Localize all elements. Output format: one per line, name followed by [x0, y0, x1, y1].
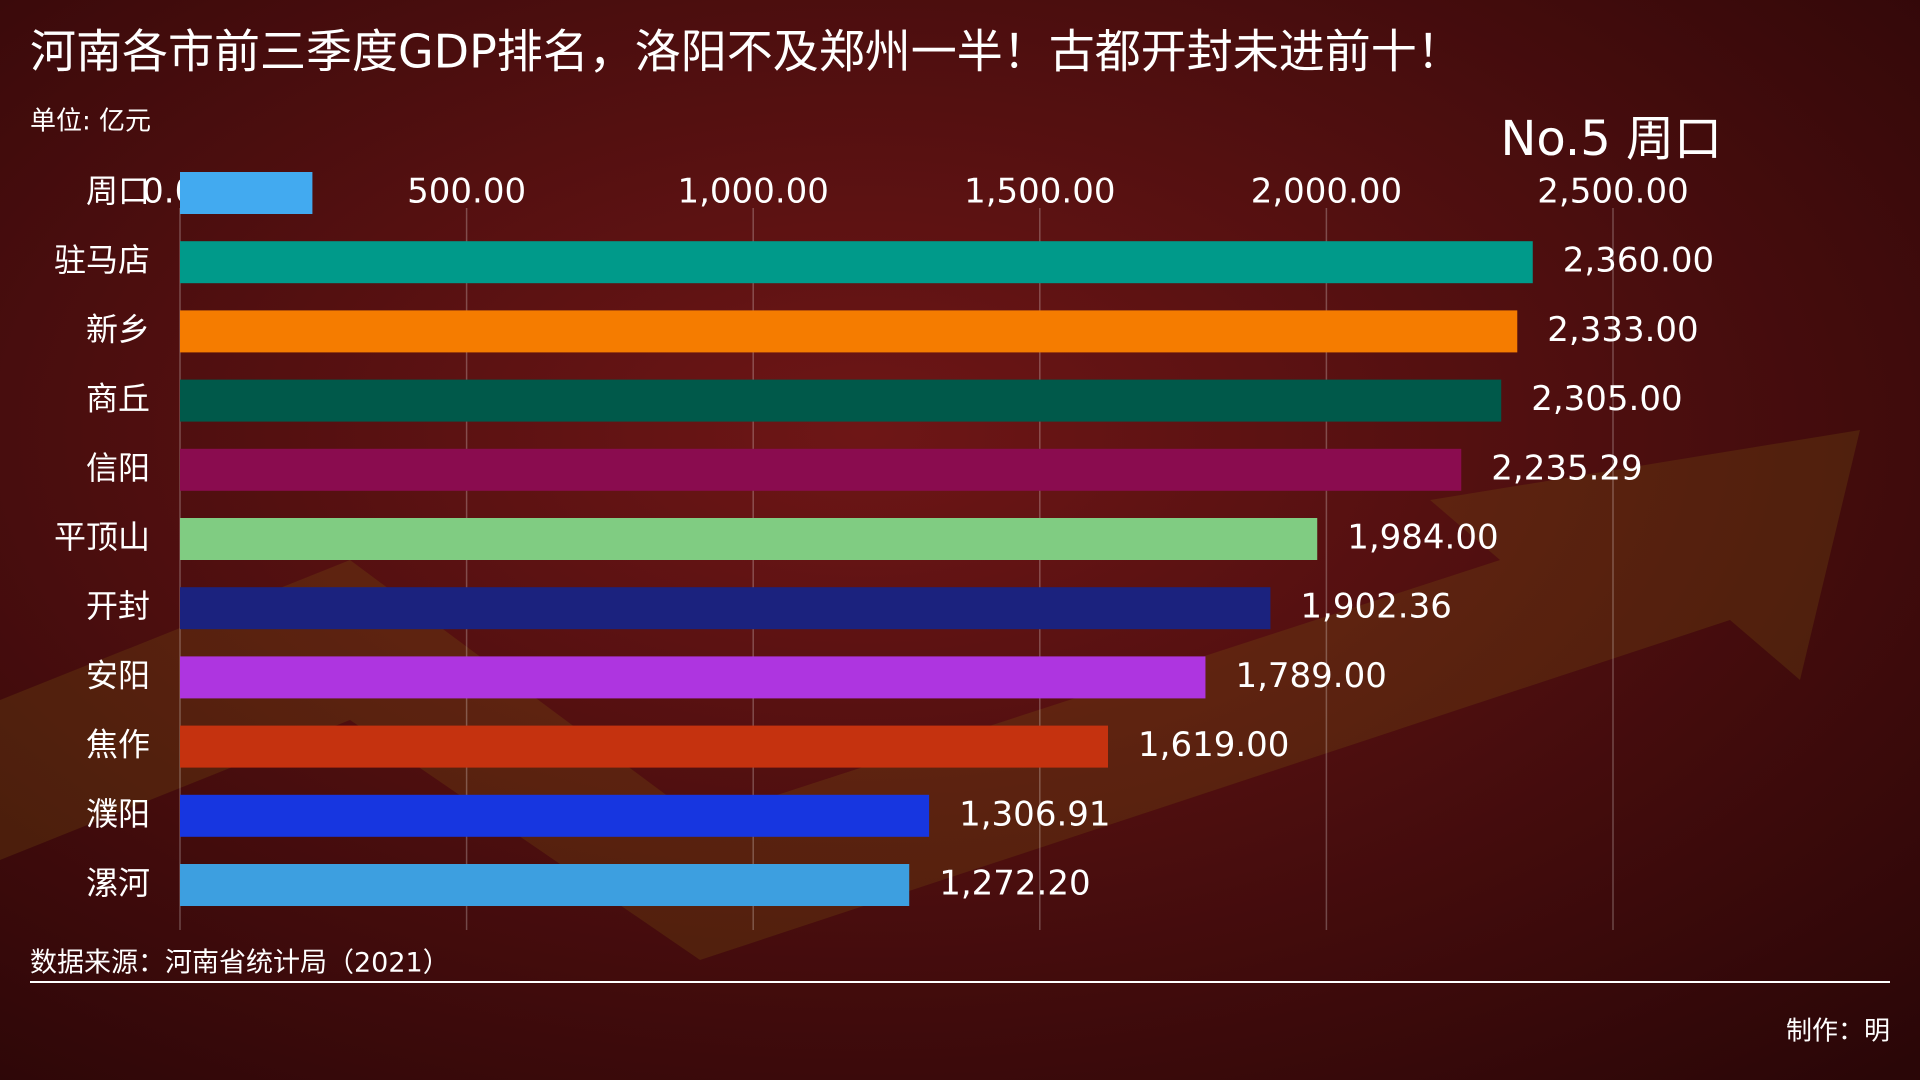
bar [180, 725, 1109, 768]
category-label: 新乡 [86, 310, 150, 348]
value-label: 1,984.00 [1347, 518, 1498, 558]
value-label: 1,272.20 [939, 864, 1090, 904]
x-tick-label: 2,500.00 [1537, 172, 1688, 212]
bar [180, 794, 930, 837]
bar [180, 587, 1271, 630]
category-label: 开封 [86, 587, 150, 625]
chart-title: 河南各市前三季度GDP排名，洛阳不及郑州一半！古都开封未进前十！ [30, 25, 1463, 79]
value-label: 1,306.91 [959, 794, 1110, 834]
value-label: 2,305.00 [1531, 379, 1682, 419]
credit: 制作：明 [1786, 1017, 1890, 1047]
value-label: 1,789.00 [1235, 656, 1386, 696]
bar [180, 241, 1533, 284]
value-label: 1,902.36 [1300, 587, 1451, 627]
category-label: 安阳 [86, 656, 150, 694]
category-label: 商丘 [86, 380, 150, 418]
bar [180, 448, 1462, 491]
value-label: 2,235.29 [1491, 448, 1642, 488]
bar [180, 864, 910, 906]
x-tick-label: 1,500.00 [964, 172, 1115, 212]
x-tick-label: 2,000.00 [1251, 172, 1402, 212]
unit-label: 单位: 亿元 [30, 107, 151, 137]
category-label: 漯河 [86, 864, 150, 902]
value-label: 2,360.00 [1563, 241, 1714, 281]
value-label: 1,619.00 [1138, 725, 1289, 765]
bar [180, 172, 313, 214]
category-label: 周口 [86, 172, 150, 210]
category-label: 焦作 [86, 726, 150, 764]
x-tick-label: 1,000.00 [677, 172, 828, 212]
bar [180, 379, 1502, 422]
category-label: 信阳 [86, 449, 150, 487]
annotation: No.5 周口 [1501, 111, 1723, 167]
source: 数据来源：河南省统计局（2021） [30, 948, 450, 979]
category-label: 平顶山 [54, 518, 150, 556]
bar [180, 518, 1318, 560]
category-label: 驻马店 [54, 241, 150, 279]
x-tick-label: 500.00 [407, 172, 526, 212]
bar [180, 310, 1518, 353]
bar [180, 656, 1206, 699]
value-label: 2,333.00 [1547, 310, 1698, 350]
category-label: 濮阳 [86, 795, 150, 833]
